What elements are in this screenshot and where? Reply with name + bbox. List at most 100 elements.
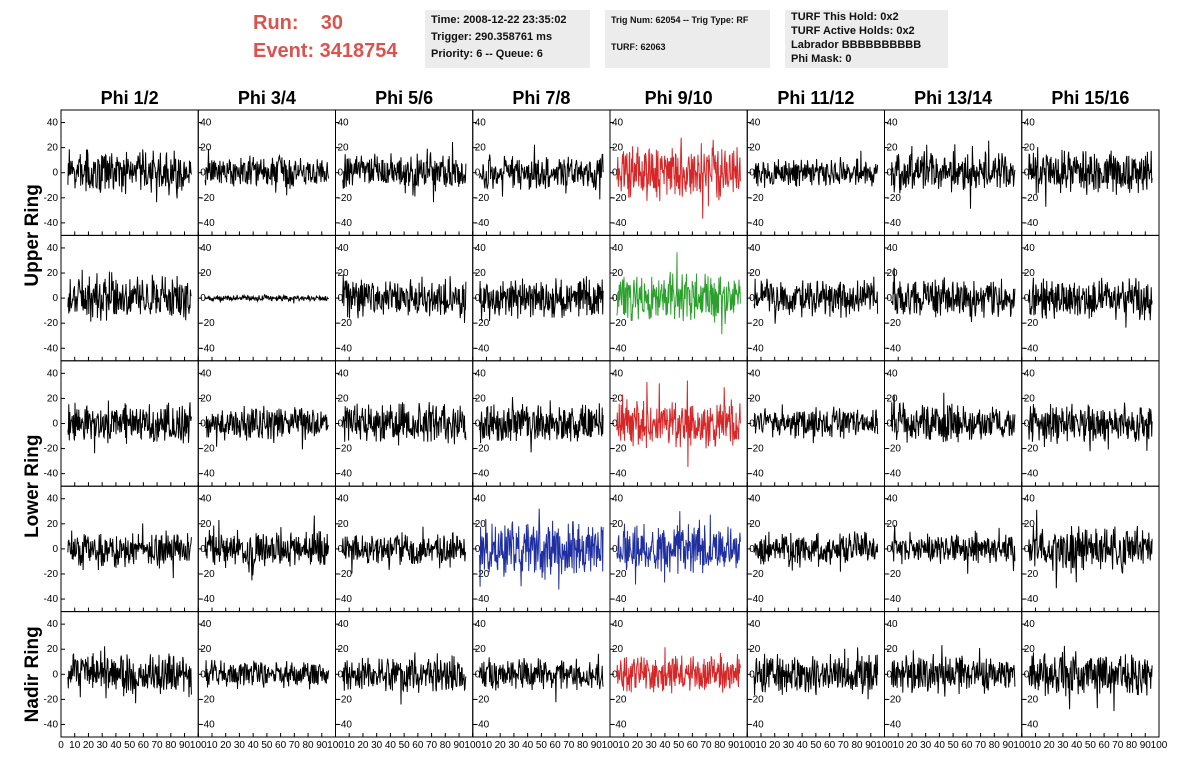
y-tick-label: 20: [475, 143, 487, 154]
y-tick-label: 20: [1024, 143, 1036, 154]
y-tick-label: 0: [612, 293, 618, 304]
waveform-line: [341, 526, 467, 574]
y-tick-label: 40: [1024, 368, 1036, 379]
y-tick-label: 0: [1024, 669, 1030, 680]
waveform-line: [753, 404, 879, 444]
y-tick-label: 40: [200, 243, 212, 254]
y-tick-label: 0: [749, 168, 755, 179]
y-tick-label: 0: [475, 669, 481, 680]
y-tick-label: 20: [475, 644, 487, 655]
y-tick-label: -40: [887, 218, 902, 229]
y-tick-label: 40: [749, 368, 761, 379]
waveform-line: [616, 380, 741, 468]
y-tick-label: 20: [200, 143, 212, 154]
y-tick-label: -20: [44, 193, 59, 204]
y-tick-label: 40: [887, 368, 899, 379]
y-tick-label: -20: [887, 694, 902, 705]
trig-num-text: Trig Num: 62054 -- Trig Type: RF: [611, 15, 749, 25]
x-tick-label: 20: [1044, 740, 1056, 751]
y-tick-label: 20: [1024, 644, 1036, 655]
y-tick-label: -20: [887, 193, 902, 204]
x-tick-label: 80: [165, 740, 177, 751]
waveform-line: [616, 137, 741, 219]
y-tick-label: -20: [1024, 694, 1039, 705]
x-tick-label: 70: [426, 740, 438, 751]
y-tick-label: -40: [44, 343, 59, 354]
y-tick-label: 40: [47, 619, 59, 630]
y-tick-label: -40: [338, 469, 353, 480]
x-tick-label: 60: [687, 740, 699, 751]
y-tick-label: 0: [52, 168, 58, 179]
x-tick-label: 90: [591, 740, 603, 751]
waveform-line: [890, 140, 1016, 209]
y-tick-label: 40: [47, 243, 59, 254]
y-tick-label: 0: [749, 669, 755, 680]
waveform-line: [342, 141, 467, 203]
y-tick-label: 40: [475, 243, 487, 254]
x-tick-label: 40: [659, 740, 671, 751]
y-tick-label: 20: [200, 268, 212, 279]
column-title: Phi 1/2: [101, 88, 159, 108]
y-tick-label: 0: [52, 293, 58, 304]
x-tick-label: 20: [495, 740, 507, 751]
waveform-line: [479, 653, 604, 703]
x-tick-label: 40: [934, 740, 946, 751]
x-tick-label: 70: [838, 740, 850, 751]
y-tick-label: 40: [1024, 118, 1036, 129]
y-tick-label: -40: [200, 719, 215, 730]
y-tick-label: 20: [200, 644, 212, 655]
y-tick-label: -20: [887, 444, 902, 455]
y-tick-label: -40: [338, 719, 353, 730]
waveform-line: [205, 405, 329, 450]
y-tick-label: 40: [200, 118, 212, 129]
x-tick-label: 80: [851, 740, 863, 751]
column-title: Phi 9/10: [645, 88, 713, 108]
row-title: Lower Ring: [22, 434, 43, 537]
y-tick-label: 40: [612, 494, 624, 505]
x-tick-label: 40: [1071, 740, 1083, 751]
y-tick-label: 0: [749, 293, 755, 304]
y-tick-label: -20: [749, 569, 764, 580]
x-tick-label: 30: [783, 740, 795, 751]
x-tick-label: 50: [810, 740, 822, 751]
waveform-line: [341, 274, 467, 324]
y-tick-label: -40: [475, 719, 490, 730]
y-tick-label: 20: [475, 393, 487, 404]
y-tick-label: -20: [749, 193, 764, 204]
x-tick-label: 50: [399, 740, 411, 751]
x-tick-label: 100: [876, 740, 893, 751]
y-tick-label: -40: [1024, 594, 1039, 605]
y-tick-label: 40: [612, 368, 624, 379]
x-tick-label: 20: [632, 740, 644, 751]
x-tick-label: 90: [179, 740, 191, 751]
y-tick-label: -20: [338, 569, 353, 580]
y-tick-label: -20: [475, 569, 490, 580]
y-tick-label: 0: [475, 168, 481, 179]
y-tick-label: -20: [44, 694, 59, 705]
column-title: Phi 15/16: [1051, 88, 1129, 108]
y-tick-label: -40: [612, 719, 627, 730]
y-tick-label: -40: [749, 594, 764, 605]
y-tick-label: 40: [887, 494, 899, 505]
y-tick-label: -40: [338, 218, 353, 229]
y-tick-label: -20: [475, 694, 490, 705]
y-tick-label: 0: [200, 293, 206, 304]
y-tick-label: 20: [612, 519, 624, 530]
waveform-line: [890, 392, 1016, 443]
y-tick-label: -20: [338, 444, 353, 455]
x-tick-label: 20: [906, 740, 918, 751]
y-tick-label: -20: [887, 318, 902, 329]
column-title: Phi 3/4: [238, 88, 296, 108]
x-tick-label: 60: [550, 740, 562, 751]
x-tick-label: 30: [97, 740, 109, 751]
y-tick-label: 0: [1024, 168, 1030, 179]
y-tick-label: 0: [475, 419, 481, 430]
waveform-line: [342, 402, 467, 446]
x-tick-label: 20: [83, 740, 95, 751]
y-tick-label: 20: [1024, 519, 1036, 530]
x-tick-label: 30: [508, 740, 520, 751]
y-tick-label: -40: [612, 469, 627, 480]
y-tick-label: -40: [338, 594, 353, 605]
y-tick-label: -40: [44, 469, 59, 480]
x-tick-label: 80: [577, 740, 589, 751]
